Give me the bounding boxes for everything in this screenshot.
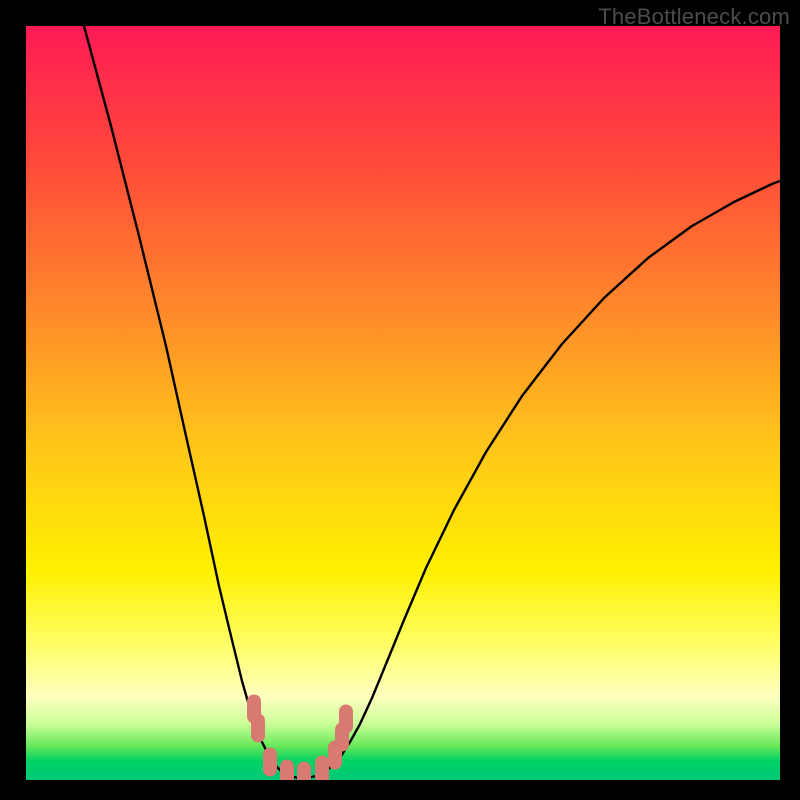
marker-icon — [251, 714, 265, 743]
marker-icon — [339, 705, 353, 734]
marker-icon — [280, 760, 294, 781]
marker-icon — [263, 748, 277, 777]
curve-layer — [26, 26, 780, 780]
watermark-text: TheBottleneck.com — [598, 4, 790, 30]
marker-icon — [297, 762, 311, 781]
marker-group — [247, 695, 353, 781]
chart-frame: TheBottleneck.com — [0, 0, 800, 800]
marker-icon — [315, 756, 329, 781]
bottleneck-curve — [84, 26, 780, 778]
plot-area — [26, 26, 780, 780]
